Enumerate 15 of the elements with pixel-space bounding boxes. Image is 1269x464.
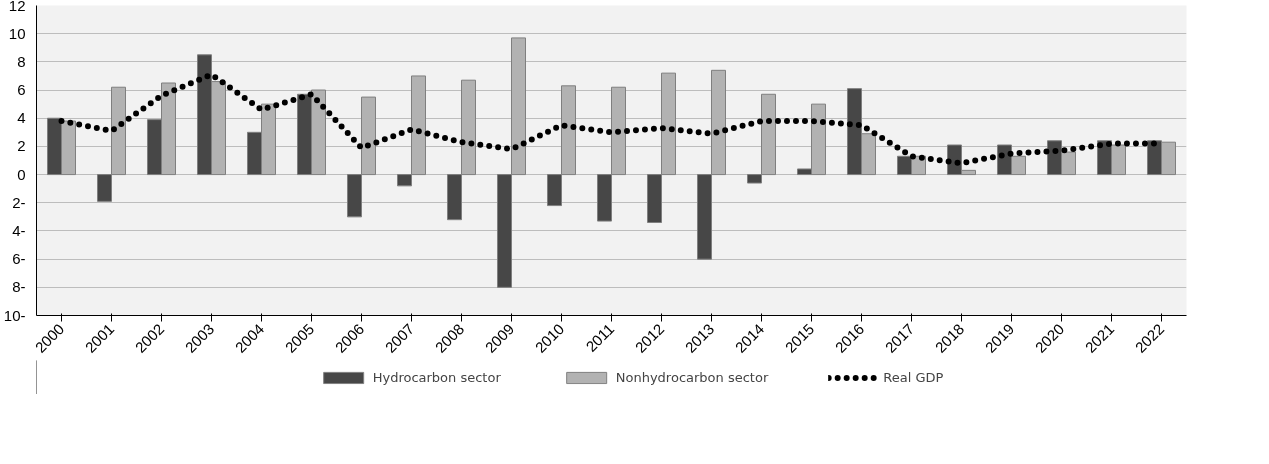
y-tick-label: 8 (17, 52, 26, 70)
y-tick-label: 4 (17, 109, 26, 127)
y-tick-label: 0 (17, 165, 26, 183)
y-tick-label: 2 (17, 137, 26, 155)
y-tick-label: 10 (8, 24, 26, 42)
y-tick-label: 10- (3, 306, 26, 324)
y-tick-label: 12 (8, 0, 26, 14)
y-tick-label: 2- (12, 193, 26, 211)
y-tick-label: 8- (12, 278, 26, 296)
legend-label: Real GDP (883, 369, 944, 385)
legend-label: Nonhydrocarbon sector (615, 369, 769, 385)
legend-label: Hydrocarbon sector (372, 369, 501, 385)
y-tick-label: 6- (12, 250, 26, 268)
y-tick-label: 6 (17, 81, 26, 99)
y-tick-label: 4- (12, 221, 26, 239)
